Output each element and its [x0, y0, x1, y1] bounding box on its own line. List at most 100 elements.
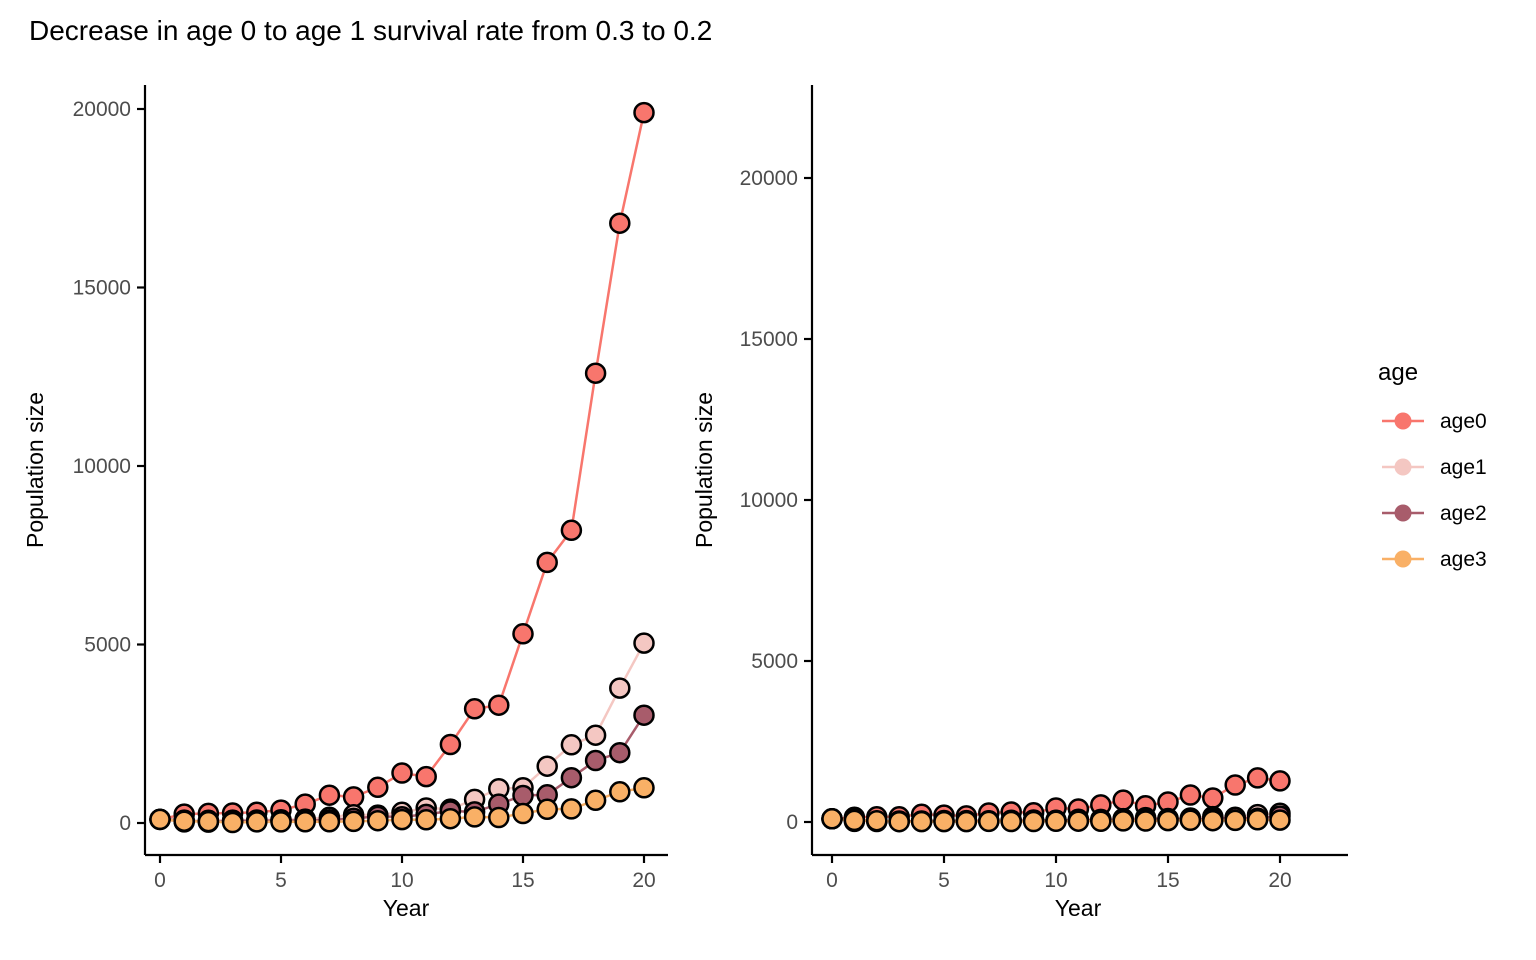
- y-tick-label: 0: [786, 811, 798, 834]
- y-tick-label: 15000: [73, 277, 131, 300]
- age3-data-point: [1112, 810, 1134, 832]
- age3-data-point: [197, 810, 220, 833]
- age0-data-point: [488, 694, 510, 716]
- age3-data-point: [439, 807, 462, 830]
- age3-data-point: [1000, 810, 1022, 833]
- x-tick-label: 0: [154, 869, 166, 892]
- x-tick-label: 15: [511, 869, 534, 892]
- age1-data-point: [536, 755, 558, 777]
- age2-data-point: [584, 749, 607, 772]
- age3-data-point: [1134, 810, 1157, 832]
- y-tick-label: 15000: [740, 328, 798, 351]
- age0-data-point: [415, 765, 437, 788]
- age3-legend-point-icon: [1394, 550, 1412, 568]
- age3-data-point: [367, 809, 389, 832]
- age3-data-point: [270, 811, 292, 833]
- age0-data-point: [367, 776, 389, 799]
- age3-data-point: [1045, 810, 1067, 833]
- age3-data-point: [1246, 809, 1269, 831]
- age2-data-point: [633, 704, 655, 726]
- age3-data-point: [955, 810, 978, 833]
- age1-data-point: [560, 734, 583, 756]
- x-tick-label: 0: [826, 869, 838, 892]
- age1-data-point: [584, 724, 607, 746]
- left-x-axis-title: Year: [383, 895, 430, 921]
- legend-label-age3: age3: [1440, 548, 1487, 571]
- age3-data-point: [1224, 809, 1246, 832]
- age3-data-point: [1179, 809, 1202, 832]
- age2-data-point: [560, 766, 583, 789]
- age3-data-point: [512, 802, 534, 825]
- age3-data-point: [560, 798, 583, 820]
- age3-data-point: [933, 810, 955, 833]
- age0-data-point: [439, 733, 462, 756]
- age3-data-point: [821, 808, 843, 830]
- age3-data-point: [342, 810, 365, 833]
- age3-data-point: [1022, 810, 1045, 833]
- age3-data-point: [633, 777, 655, 799]
- legend-item-age2: age2: [1382, 502, 1487, 525]
- age0-data-point: [1202, 787, 1224, 809]
- age0-data-point: [1224, 774, 1246, 796]
- legend-label-age1: age1: [1440, 456, 1487, 479]
- right-x-axis-title: Year: [1055, 895, 1102, 921]
- age2-data-point: [609, 741, 631, 764]
- age3-data-point: [391, 808, 413, 831]
- y-tick-label: 5000: [84, 634, 131, 657]
- y-tick-label: 0: [119, 812, 131, 835]
- age3-data-point: [866, 809, 888, 832]
- age2-legend-point-icon: [1394, 504, 1412, 522]
- age3-data-point: [584, 789, 607, 812]
- age0-data-point: [584, 362, 607, 384]
- age0-data-point: [1246, 767, 1269, 789]
- age1-data-point: [633, 632, 655, 654]
- chart-title: Decrease in age 0 to age 1 survival rate…: [29, 15, 712, 46]
- age0-data-point: [318, 784, 341, 806]
- plot-area: 0 5000 10000 15000 20000 0 5 10 15 20 0 5000 10000 15…: [73, 85, 1348, 892]
- age0-data-point: [1112, 789, 1134, 811]
- age1-legend-point-icon: [1394, 458, 1412, 476]
- age0-data-point: [609, 212, 631, 234]
- x-tick-label: 20: [1268, 869, 1291, 892]
- age0-data-point: [1179, 784, 1202, 806]
- age2-data-point: [512, 784, 534, 807]
- age3-data-point: [221, 811, 244, 834]
- age3-data-point: [463, 806, 486, 828]
- y-tick-label: 10000: [73, 455, 131, 478]
- age3-data-point: [149, 808, 171, 831]
- age3-data-point: [173, 810, 195, 832]
- age3-data-point: [246, 811, 268, 833]
- age0-data-point: [463, 698, 486, 720]
- right-panel-survival-0.2: 0 5000 10000 15000 20000 0 5 10 15 20: [740, 85, 1348, 892]
- left-panel-survival-0.3: 0 5000 10000 15000 20000 0 5 10 15 20: [73, 85, 668, 892]
- right-y-axis-title: Population size: [691, 392, 717, 548]
- age0-data-point: [391, 762, 413, 784]
- x-tick-label: 10: [1044, 869, 1067, 892]
- age0-data-point: [633, 101, 655, 124]
- legend-label-age0: age0: [1440, 410, 1487, 433]
- left-y-axis-title: Population size: [22, 392, 48, 548]
- age3-data-point: [488, 806, 510, 829]
- y-tick-label: 20000: [73, 98, 131, 121]
- legend-item-age3: age3: [1382, 548, 1487, 571]
- age0-data-point: [1269, 770, 1291, 792]
- legend-item-age1: age1: [1382, 456, 1487, 479]
- age3-data-point: [536, 798, 558, 821]
- age3-data-point: [1157, 809, 1179, 832]
- age3-data-point: [1202, 809, 1224, 832]
- age3-data-point: [910, 810, 933, 833]
- legend-label-age2: age2: [1440, 502, 1487, 525]
- age3-data-point: [415, 809, 437, 831]
- age3-data-point: [1269, 809, 1291, 831]
- age1-data-point: [609, 677, 631, 699]
- age3-data-point: [318, 811, 341, 833]
- age0-data-point: [536, 551, 558, 574]
- age3-data-point: [294, 811, 316, 833]
- age3-data-point: [609, 781, 631, 803]
- age0-data-point: [342, 786, 365, 808]
- age3-data-point: [843, 809, 866, 832]
- age3-data-point: [978, 810, 1000, 833]
- y-tick-label: 10000: [740, 489, 798, 512]
- x-tick-label: 10: [390, 869, 413, 892]
